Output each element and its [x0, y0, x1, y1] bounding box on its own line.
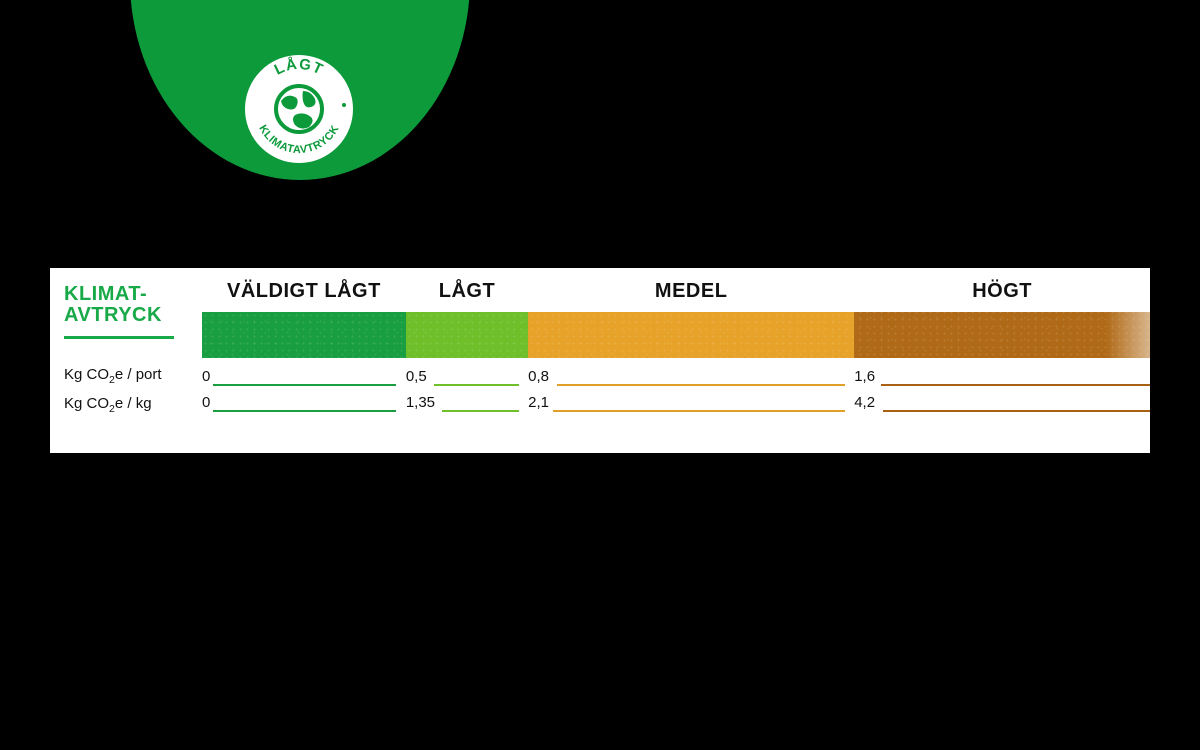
- tick-line-kg-1: [442, 410, 519, 412]
- panel-row: KLIMAT- AVTRYCK Kg CO2e / port Kg CO2e /…: [50, 280, 1150, 443]
- segment-label-low: LÅGT: [439, 280, 495, 303]
- tick-kg-0: 0: [202, 394, 210, 411]
- svg-text:LÅGT: LÅGT: [272, 56, 327, 79]
- panel-title: KLIMAT- AVTRYCK: [64, 284, 202, 326]
- globe-icon: [273, 83, 325, 135]
- tick-line-kg-3: [883, 410, 1150, 412]
- tick-row-kg: 0 1,35 2,1 4,2: [202, 392, 1150, 418]
- segment-label-high: HÖGT: [972, 280, 1032, 303]
- tick-port-3: 1,6: [854, 368, 875, 385]
- title-line-1: KLIMAT-: [64, 283, 147, 305]
- unit2-suffix: e / kg: [115, 395, 152, 412]
- tick-line-kg-2: [553, 410, 845, 412]
- tick-line-port-3: [881, 384, 1150, 386]
- tick-line-port-1: [434, 384, 518, 386]
- segment-high: [854, 312, 1150, 358]
- tick-port-1: 0,5: [406, 368, 427, 385]
- badge-top-text: LÅGT: [272, 56, 327, 79]
- badge-dot-icon: [342, 103, 346, 107]
- tick-kg-1: 1,35: [406, 394, 435, 411]
- tick-kg-2: 2,1: [528, 394, 549, 411]
- unit-row-2: Kg CO2e / kg: [64, 396, 202, 415]
- tick-port-0: 0: [202, 368, 210, 385]
- climate-scale-panel: KLIMAT- AVTRYCK Kg CO2e / port Kg CO2e /…: [50, 268, 1150, 453]
- unit2-prefix: Kg CO: [64, 395, 109, 412]
- segment-labels: VÄLDIGT LÅGT LÅGT MEDEL HÖGT: [202, 280, 1150, 308]
- tick-line-port-2: [557, 384, 845, 386]
- title-underline: [64, 336, 174, 339]
- segment-label-medium: MEDEL: [655, 280, 728, 303]
- unit-rows: Kg CO2e / port Kg CO2e / kg: [64, 367, 202, 415]
- segment-medium: [528, 312, 854, 358]
- climate-badge: LÅGT KLIMATAVTRYCK: [130, 50, 470, 190]
- tick-line-kg-0: [213, 410, 396, 412]
- unit1-prefix: Kg CO: [64, 366, 109, 383]
- scale-column: VÄLDIGT LÅGT LÅGT MEDEL HÖGT 0 0,5 0,8 1…: [202, 280, 1150, 443]
- tick-port-2: 0,8: [528, 368, 549, 385]
- tick-kg-3: 4,2: [854, 394, 875, 411]
- segment-low: [406, 312, 528, 358]
- badge-inner: LÅGT KLIMATAVTRYCK: [245, 55, 353, 163]
- unit-row-1: Kg CO2e / port: [64, 367, 202, 386]
- badge-circle: LÅGT KLIMATAVTRYCK: [240, 50, 358, 168]
- panel-left-column: KLIMAT- AVTRYCK Kg CO2e / port Kg CO2e /…: [50, 280, 202, 425]
- segment-label-very-low: VÄLDIGT LÅGT: [227, 280, 381, 303]
- title-line-2: AVTRYCK: [64, 304, 162, 326]
- unit1-suffix: e / port: [115, 366, 162, 383]
- tick-row-port: 0 0,5 0,8 1,6: [202, 366, 1150, 392]
- segment-very-low: [202, 312, 406, 358]
- scale-bar: [202, 312, 1150, 358]
- tick-line-port-0: [213, 384, 396, 386]
